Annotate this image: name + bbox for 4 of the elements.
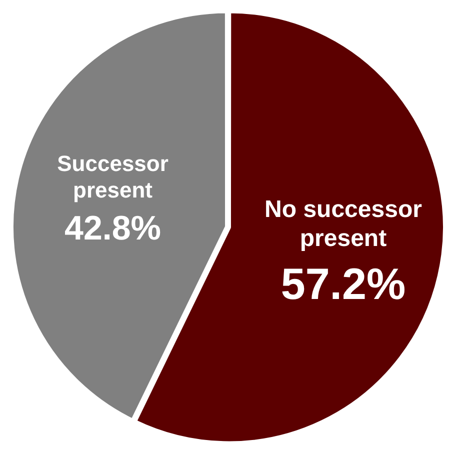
slice-label: Successor present [57,151,169,203]
data-label: 42.8% [64,210,161,248]
data-label: 57.2% [280,260,406,309]
slice-label: No successor present [264,196,422,252]
